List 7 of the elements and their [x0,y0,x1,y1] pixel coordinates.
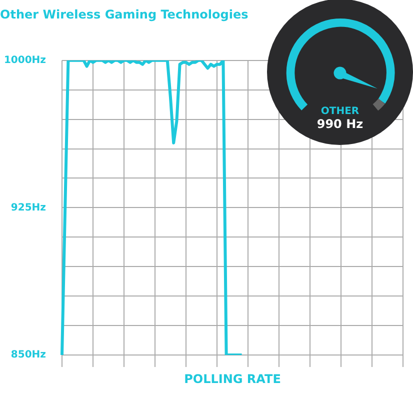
x-axis-title: POLLING RATE [184,372,281,386]
y-tick-label: 925Hz [10,202,46,214]
annotation: 990 Hz [316,117,364,131]
annotation: OTHER [320,106,360,117]
chart-title: Other Wireless Gaming Technologies [0,7,248,22]
y-tick-label: 850Hz [10,350,46,361]
y-tick-label: 1000Hz [4,54,46,66]
